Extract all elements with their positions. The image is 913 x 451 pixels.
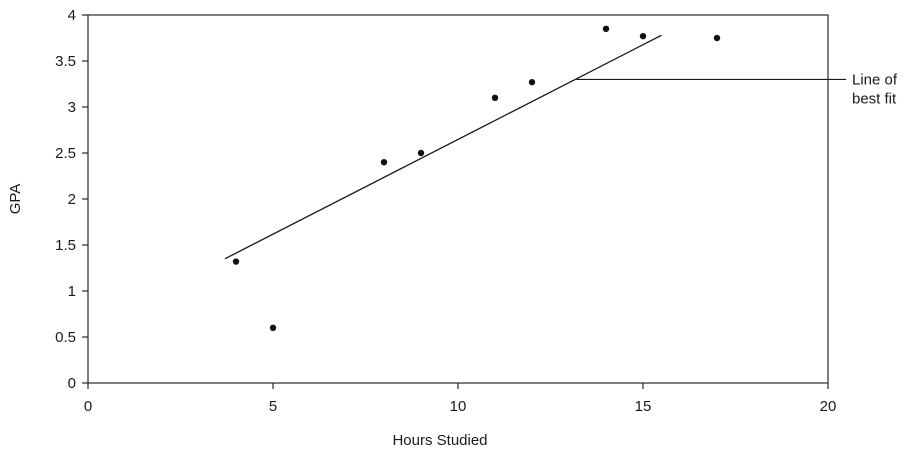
- y-tick-label: 0: [68, 375, 76, 392]
- y-tick-label: 3.5: [55, 53, 76, 70]
- x-tick-label: 15: [635, 398, 652, 415]
- data-point: [491, 94, 499, 102]
- data-point: [232, 258, 240, 265]
- x-tick-label: 5: [269, 398, 277, 415]
- data-point: [639, 32, 647, 40]
- data-point: [713, 34, 721, 42]
- data-points: [232, 25, 721, 331]
- y-axis-label: GPA: [7, 184, 24, 215]
- y-tick-label: 1: [68, 283, 76, 300]
- x-tick-label: 20: [820, 398, 837, 415]
- y-tick-label: 0.5: [55, 329, 76, 346]
- y-tick-label: 4: [68, 7, 76, 24]
- data-point: [269, 324, 277, 331]
- y-tick-label: 3: [68, 99, 76, 116]
- x-tick-label: 0: [84, 398, 92, 415]
- annotation-label-line-2: best fit: [852, 90, 897, 107]
- data-point: [380, 159, 388, 166]
- plot-frame: [87, 14, 829, 384]
- data-point: [417, 149, 425, 157]
- best-fit-line: [224, 34, 662, 260]
- y-tick-label: 1.5: [55, 237, 76, 254]
- y-tick-label: 2.5: [55, 145, 76, 162]
- x-tick-label: 10: [450, 398, 467, 415]
- y-tick-label: 2: [68, 191, 76, 208]
- x-axis-label: Hours Studied: [392, 432, 487, 449]
- x-axis-ticks: 0 5 10 15 20: [84, 383, 837, 415]
- data-point: [528, 78, 536, 86]
- data-point: [602, 25, 610, 32]
- y-axis-ticks: 0 0.5 1 1.5 2 2.5 3 3.5 4: [55, 7, 88, 392]
- annotation-label-line-1: Line of: [852, 71, 898, 88]
